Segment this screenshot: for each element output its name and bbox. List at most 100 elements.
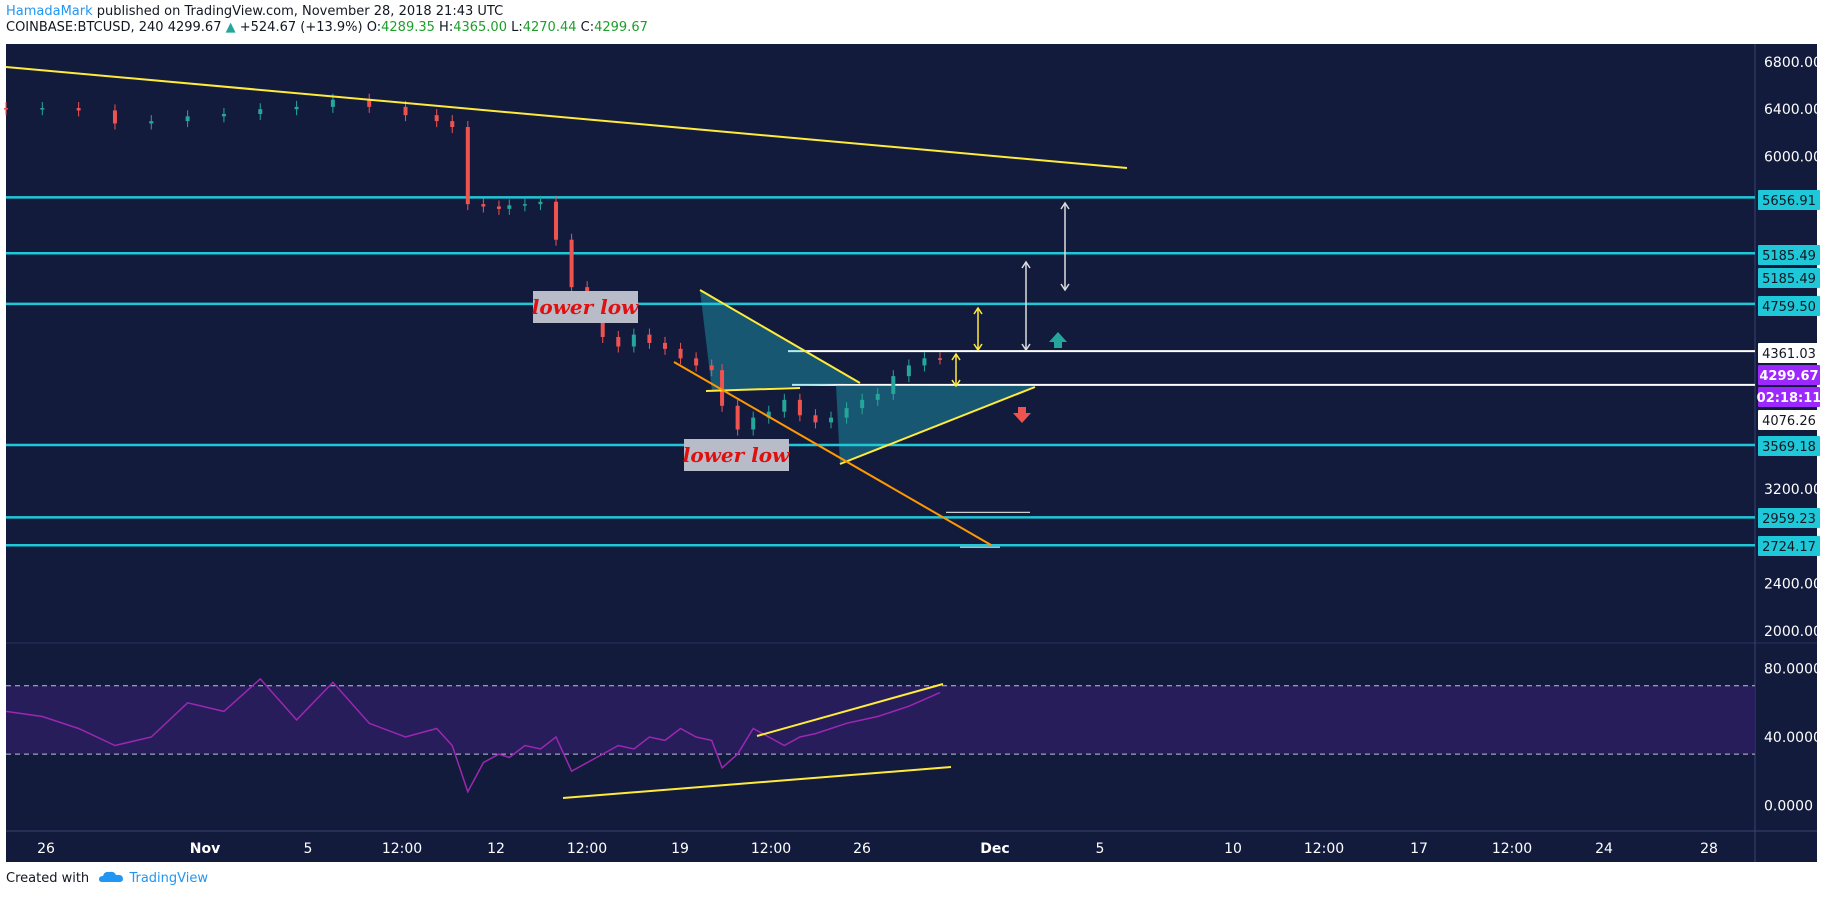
candle-20 [554, 195, 559, 246]
candle-16 [496, 200, 501, 215]
ascending-support-line [839, 386, 1036, 465]
candle-41 [875, 387, 880, 406]
annotation-lower-low-0: lower low [532, 291, 639, 323]
rsi-tick-label-0: 80.0000 [1764, 662, 1822, 678]
time-tick-label-5: 12:00 [567, 841, 607, 857]
svg-text:02:18:11: 02:18:11 [1757, 391, 1822, 406]
svg-text:lower low: lower low [532, 295, 639, 319]
svg-text:4361.03: 4361.03 [1762, 347, 1816, 362]
author-link[interactable]: HamadaMark [6, 4, 93, 19]
change-up-arrow-icon: ▲ [225, 20, 236, 35]
svg-text:lower low: lower low [683, 443, 790, 467]
price-level-label-10: 2724.17 [1758, 536, 1820, 556]
price-level-label-4: 4361.03 [1758, 343, 1820, 363]
time-tick-label-15: 24 [1595, 841, 1613, 857]
chart-header: HamadaMark published on TradingView.com,… [6, 0, 1816, 44]
candle-43 [906, 359, 911, 383]
candle-13 [450, 115, 455, 134]
candle-18 [522, 198, 527, 212]
candle-1 [40, 102, 45, 116]
low-value: 4270.44 [522, 20, 577, 35]
price-level-label-6: 02:18:11 [1757, 387, 1822, 407]
candle-38 [829, 411, 834, 429]
price-tick-label-5: 2000.00 [1764, 624, 1822, 640]
candle-8 [294, 100, 299, 116]
time-tick-label-3: 12:00 [382, 841, 422, 857]
candle-6 [221, 107, 226, 123]
price-tick-label-0: 6800.00 [1764, 55, 1822, 71]
candle-26 [647, 328, 652, 349]
time-tick-label-1: Nov [190, 841, 220, 857]
svg-text:2724.17: 2724.17 [1762, 540, 1816, 555]
candle-5 [185, 110, 190, 128]
created-with-label: Created with [6, 871, 90, 886]
time-tick-label-4: 12 [487, 841, 505, 857]
svg-text:4759.50: 4759.50 [1762, 300, 1816, 315]
rsi-divergence-line [756, 683, 944, 737]
bullish-arrow-icon [1049, 332, 1067, 348]
cloud-logo-icon [99, 871, 124, 882]
candle-11 [403, 100, 408, 122]
high-value: 4365.00 [453, 20, 507, 35]
close-value: 4299.67 [594, 20, 648, 35]
candle-21 [569, 233, 574, 294]
candle-0 [4, 102, 8, 116]
rsi-tick-label-2: 0.0000 [1764, 798, 1813, 814]
candle-7 [258, 103, 263, 120]
symbol-line: COINBASE:BTCUSD, 240 4299.67 ▲ +524.67 (… [6, 20, 648, 35]
candle-35 [782, 393, 787, 418]
candle-36 [797, 393, 802, 422]
candle-44 [922, 352, 927, 372]
price-level-label-8: 3569.18 [1758, 436, 1820, 456]
measure-arrow-1 [951, 352, 961, 388]
price-tick-label-2: 6000.00 [1764, 150, 1822, 166]
candle-24 [616, 330, 621, 353]
measure-arrow-2 [973, 306, 983, 352]
candle-17 [507, 199, 512, 215]
candle-42 [891, 370, 896, 400]
candle-45 [938, 352, 942, 365]
price-level-label-0: 5656.91 [1758, 190, 1820, 210]
candle-34 [766, 405, 771, 424]
svg-text:4076.26: 4076.26 [1762, 414, 1816, 429]
time-tick-label-16: 28 [1700, 841, 1718, 857]
price-level-label-1: 5185.49 [1758, 245, 1820, 265]
measure-arrow-4 [1060, 201, 1070, 292]
price-level-label-2: 5185.49 [1758, 268, 1820, 288]
svg-text:2959.23: 2959.23 [1762, 512, 1816, 527]
time-tick-label-11: 10 [1224, 841, 1242, 857]
time-tick-label-10: 5 [1096, 841, 1105, 857]
high-label: H: [439, 20, 454, 35]
candle-10 [367, 93, 372, 113]
price-tick-label-3: 3200.00 [1764, 482, 1822, 498]
rsi-support-line [562, 766, 952, 799]
candle-29 [694, 352, 699, 372]
svg-text:5656.91: 5656.91 [1762, 194, 1816, 209]
candle-32 [735, 399, 740, 436]
candle-27 [662, 336, 667, 355]
measure-arrow-3 [1021, 260, 1031, 352]
time-tick-label-12: 12:00 [1304, 841, 1344, 857]
candle-4 [149, 115, 154, 130]
tradingview-brand[interactable]: TradingView [129, 871, 208, 886]
time-tick-label-2: 5 [304, 841, 313, 857]
candle-40 [860, 393, 865, 415]
footer: Created with TradingView [6, 870, 208, 886]
time-tick-label-13: 17 [1410, 841, 1428, 857]
price-level-label-3: 4759.50 [1758, 296, 1820, 316]
pattern-fill-left [700, 290, 860, 391]
candle-31 [720, 364, 725, 412]
wedge-upper-line [699, 289, 861, 384]
candle-3 [112, 104, 117, 130]
candle-28 [678, 342, 683, 365]
long-downtrend-line [5, 66, 1128, 169]
price-level-label-7: 4076.26 [1758, 410, 1820, 430]
price-level-label-9: 2959.23 [1758, 508, 1820, 528]
candle-30 [709, 359, 714, 377]
open-value: 4289.35 [381, 20, 435, 35]
time-tick-label-6: 19 [671, 841, 689, 857]
channel-lower-line [673, 361, 992, 546]
candle-19 [538, 195, 543, 211]
last-price: 4299.67 [167, 20, 222, 35]
